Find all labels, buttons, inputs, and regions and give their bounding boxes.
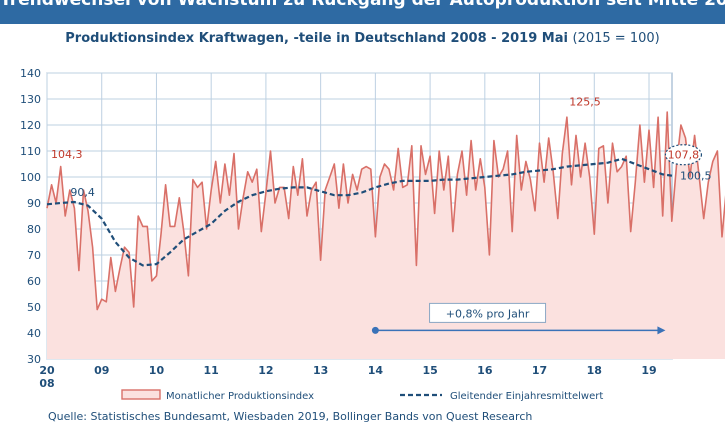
- chart-subtitle: Produktionsindex Kraftwagen, -teile in D…: [0, 31, 725, 46]
- legend-trend-label: Gleitender Einjahresmittelwert: [450, 391, 603, 402]
- y-tick-label: 30: [27, 353, 41, 366]
- subtitle-base: (2015 = 100): [572, 31, 660, 46]
- moving-average-line: [46, 157, 673, 267]
- y-tick-label: 120: [20, 119, 41, 132]
- y-tick-label: 80: [27, 223, 41, 236]
- x-tick-label: 16: [477, 364, 493, 377]
- y-tick-label: 110: [20, 145, 41, 158]
- x-tick-label: 14: [368, 364, 384, 377]
- x-tick-label: 09: [94, 364, 109, 377]
- y-tick-label: 90: [27, 197, 41, 210]
- label-last-value: 107,8: [668, 149, 700, 162]
- label-low-value: 90,4: [70, 186, 95, 199]
- y-tick-label: 100: [20, 171, 41, 184]
- x-tick-label: 11: [204, 364, 219, 377]
- label-start-value: 104,3: [51, 148, 83, 161]
- y-tick-label: 50: [27, 301, 41, 314]
- chart-title: Trendwechsel von Wachstum zu Rückgang de…: [0, 0, 725, 10]
- legend-monthly-swatch: [121, 389, 161, 400]
- x-tick-label: 19: [641, 364, 656, 377]
- y-tick-label: 140: [20, 67, 41, 80]
- y-tick-label: 40: [27, 327, 41, 340]
- x-tick-label: 10: [149, 364, 165, 377]
- label-peak-value: 125,5: [569, 96, 601, 109]
- monthly-index-line: [46, 111, 725, 311]
- label-trend-end: 100,5: [680, 170, 712, 183]
- subtitle-main: Produktionsindex Kraftwagen, -teile in D…: [65, 31, 568, 46]
- y-tick-label: 60: [27, 275, 41, 288]
- last-value-marker: [664, 144, 703, 166]
- x-tick-label: 20: [39, 364, 55, 377]
- legend-monthly-label: Monatlicher Produktionsindex: [166, 391, 314, 402]
- y-tick-label: 130: [20, 93, 41, 106]
- x-tick-label: 15: [422, 364, 437, 377]
- source-note: Quelle: Statistisches Bundesamt, Wiesbad…: [48, 410, 533, 423]
- growth-label: +0,8% pro Jahr: [446, 307, 530, 320]
- growth-label-box: [429, 302, 547, 323]
- x-tick-label: 13: [313, 364, 328, 377]
- x-tick-sublabel: 08: [39, 377, 54, 390]
- y-tick-label: 70: [27, 249, 41, 262]
- growth-arrow-head: [657, 326, 666, 335]
- x-tick-label: 12: [258, 364, 273, 377]
- x-tick-label: 17: [532, 364, 547, 377]
- title-banner: Trendwechsel von Wachstum zu Rückgang de…: [0, 0, 725, 24]
- x-tick-label: 18: [587, 364, 602, 377]
